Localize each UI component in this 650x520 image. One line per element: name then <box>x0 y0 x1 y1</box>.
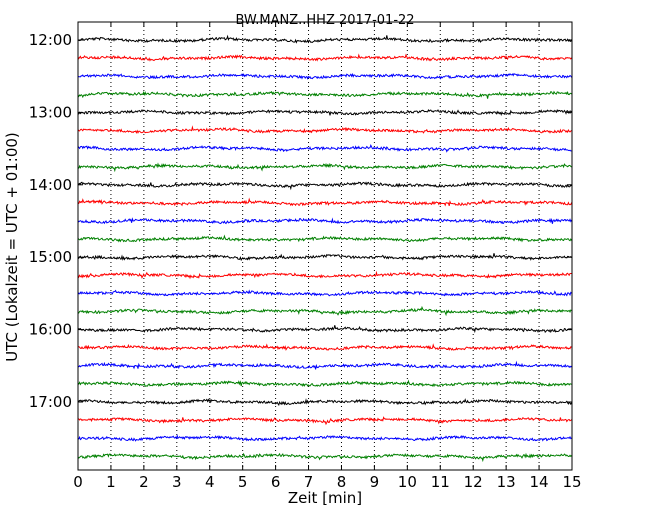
x-tick-label: 7 <box>304 473 314 491</box>
trace-line <box>77 125 572 134</box>
seismic-traces <box>77 34 573 463</box>
trace-line <box>77 360 572 370</box>
trace-line <box>77 343 572 351</box>
trace-line <box>77 398 573 407</box>
x-tick-label: 12 <box>464 473 483 491</box>
x-tick-label: 8 <box>337 473 347 491</box>
trace-line <box>77 162 572 173</box>
trace-line <box>77 434 572 442</box>
trace-line <box>77 181 572 191</box>
x-tick-label: 5 <box>238 473 248 491</box>
trace-line <box>77 452 572 463</box>
x-axis-ticks: 0 1 2 3 4 5 6 7 8 9 10 11 12 13 14 15 <box>73 22 582 491</box>
x-tick-label: 15 <box>562 473 581 491</box>
trace-line <box>77 53 573 62</box>
trace-line <box>77 270 572 280</box>
x-tick-label: 9 <box>370 473 380 491</box>
trace-line <box>77 289 572 297</box>
x-tick-label: 4 <box>205 473 215 491</box>
x-axis-label: Zeit [min] <box>288 489 362 507</box>
trace-line <box>77 34 573 44</box>
x-tick-label: 10 <box>398 473 417 491</box>
y-tick-label: 17:00 <box>29 393 72 411</box>
y-tick-label: 16:00 <box>29 321 72 339</box>
trace-line <box>77 72 573 80</box>
x-tick-label: 13 <box>497 473 516 491</box>
x-tick-label: 0 <box>73 473 83 491</box>
y-tick-label: 14:00 <box>29 176 72 194</box>
trace-line <box>77 144 572 153</box>
y-tick-label: 15:00 <box>29 248 72 266</box>
trace-line <box>77 253 572 262</box>
trace-line <box>77 416 572 426</box>
x-tick-label: 1 <box>106 473 116 491</box>
y-axis-label: UTC (Lokalzeit = UTC + 01:00) <box>3 132 21 362</box>
trace-line <box>77 217 573 225</box>
trace-line <box>77 379 572 388</box>
trace-line <box>77 325 572 334</box>
trace-line <box>77 197 573 207</box>
x-tick-label: 6 <box>271 473 281 491</box>
x-tick-label: 11 <box>431 473 450 491</box>
trace-line <box>77 90 572 99</box>
x-tick-label: 3 <box>172 473 182 491</box>
trace-line <box>77 305 572 317</box>
y-tick-label: 12:00 <box>29 31 72 49</box>
trace-line <box>77 109 572 116</box>
x-tick-label: 14 <box>530 473 549 491</box>
x-tick-label: 2 <box>139 473 149 491</box>
y-tick-label: 13:00 <box>29 103 72 121</box>
plot-frame <box>77 21 573 471</box>
chart-title: BW.MANZ..HHZ 2017-01-22 <box>235 13 414 28</box>
y-axis-ticks: 12:00 13:00 14:00 15:00 16:00 17:00 <box>29 31 572 411</box>
grid-lines <box>110 22 540 470</box>
trace-line <box>77 234 573 243</box>
